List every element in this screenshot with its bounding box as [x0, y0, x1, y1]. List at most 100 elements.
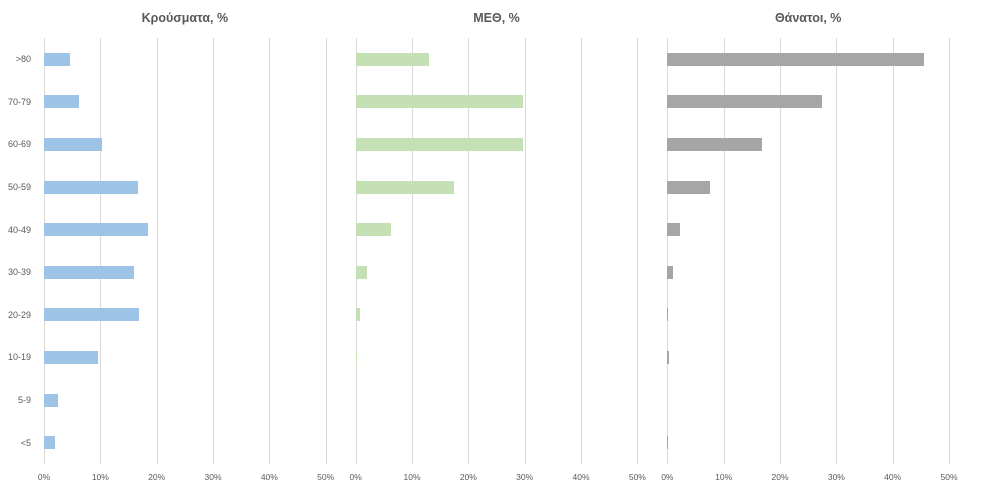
bar	[44, 95, 80, 109]
gridline	[892, 38, 894, 464]
bar	[355, 52, 429, 66]
chart-cases: Κρούσματα, % 0% 10% 20% 30% 40% 50%	[38, 4, 352, 488]
bar	[667, 350, 670, 364]
bar-row	[44, 421, 326, 464]
x-tick-label: 20%	[771, 472, 789, 482]
bar-row	[667, 81, 949, 124]
x-tick-label: 50%	[628, 472, 646, 482]
gridline	[355, 38, 357, 464]
gridline	[581, 38, 582, 464]
bar-row	[44, 379, 326, 422]
bar-row	[667, 251, 949, 294]
x-tick-label: 40%	[572, 472, 590, 482]
bar-row	[667, 38, 949, 81]
gridline	[325, 38, 327, 464]
gridline	[156, 38, 158, 464]
x-tick-label: 50%	[317, 472, 335, 482]
bar-series	[667, 38, 949, 464]
bar-row	[667, 294, 949, 337]
x-axis: 0% 10% 20% 30% 40% 50%	[38, 464, 334, 488]
bar-row	[355, 294, 638, 337]
bar-row	[355, 81, 638, 124]
bar	[355, 180, 455, 194]
bar-row	[355, 336, 638, 379]
bar-row	[355, 166, 638, 209]
bar-row	[667, 208, 949, 251]
x-tick-label: 10%	[715, 472, 733, 482]
x-tick-label: 30%	[204, 472, 222, 482]
bar	[44, 436, 55, 450]
plot-area	[667, 38, 951, 464]
y-axis-label: 30-39	[7, 267, 31, 278]
bar-row	[44, 251, 326, 294]
chart-deaths: Θάνατοι, % 0% 10% 20% 30% 40% 50%	[661, 4, 975, 488]
bar	[667, 52, 925, 66]
bar-row	[355, 123, 638, 166]
y-axis-label: 50-59	[7, 182, 31, 193]
y-axis-label: 5-9	[17, 395, 31, 406]
gridline	[44, 38, 45, 464]
bar-series	[355, 38, 638, 464]
bar-row	[355, 38, 638, 81]
bar	[667, 223, 680, 237]
gridline	[637, 38, 639, 464]
bar-row	[667, 421, 949, 464]
gridline	[213, 38, 214, 464]
gridline	[269, 38, 271, 464]
chart-title-icu: ΜΕΘ, %	[473, 11, 520, 25]
x-tick-label: 10%	[91, 472, 109, 482]
y-axis-label: 20-29	[7, 309, 31, 320]
bar	[355, 350, 358, 364]
x-tick-label: 20%	[148, 472, 166, 482]
bar-row	[667, 379, 949, 422]
bar	[667, 180, 710, 194]
bar	[44, 137, 103, 151]
gridline	[468, 38, 470, 464]
x-tick-label: 50%	[940, 472, 958, 482]
gridline	[723, 38, 725, 464]
bar-row	[44, 166, 326, 209]
x-tick-label: 0%	[349, 472, 362, 482]
y-axis-label: 70-79	[7, 96, 31, 107]
chart-title-cases: Κρούσματα, %	[141, 11, 229, 25]
bar	[44, 393, 59, 407]
x-tick-label: 0%	[661, 472, 674, 482]
chart-title-deaths: Θάνατοι, %	[774, 11, 842, 25]
bar	[44, 180, 138, 194]
bar	[44, 350, 98, 364]
bar	[44, 223, 149, 237]
chart-icu: ΜΕΘ, % 0% 10% 20% 30% 40% 50%	[350, 4, 664, 488]
y-axis-label: 10-19	[7, 352, 31, 363]
bar-row	[667, 123, 949, 166]
bar-row	[44, 294, 326, 337]
bar	[355, 223, 392, 237]
gridline	[949, 38, 951, 464]
bar	[355, 265, 367, 279]
gridline	[100, 38, 102, 464]
bar-row	[355, 208, 638, 251]
bar	[667, 95, 823, 109]
bar-row	[356, 421, 638, 464]
gridline	[836, 38, 838, 464]
bar-row	[667, 336, 949, 379]
bar-row	[667, 166, 949, 209]
x-tick-label: 30%	[827, 472, 845, 482]
gridline	[524, 38, 526, 464]
bar	[355, 308, 360, 322]
x-tick-label: 40%	[260, 472, 278, 482]
x-tick-label: 40%	[884, 472, 902, 482]
y-axis-label: >80	[15, 54, 31, 65]
bar-row	[44, 336, 326, 379]
bar-row	[355, 251, 638, 294]
x-tick-label: 20%	[459, 472, 477, 482]
y-axis-bottom-spacer	[6, 464, 40, 488]
gridline	[780, 38, 781, 464]
x-tick-label: 0%	[37, 472, 51, 482]
y-axis-labels: >80 70-79 60-69 50-59 40-49 30-39 20-29 10-19 5-…	[6, 38, 40, 464]
x-tick-label: 30%	[516, 472, 534, 482]
y-axis-label: 40-49	[7, 224, 31, 235]
bar	[667, 265, 673, 279]
bar	[44, 308, 140, 322]
x-axis: 0% 10% 20% 30% 40% 50%	[661, 464, 957, 488]
